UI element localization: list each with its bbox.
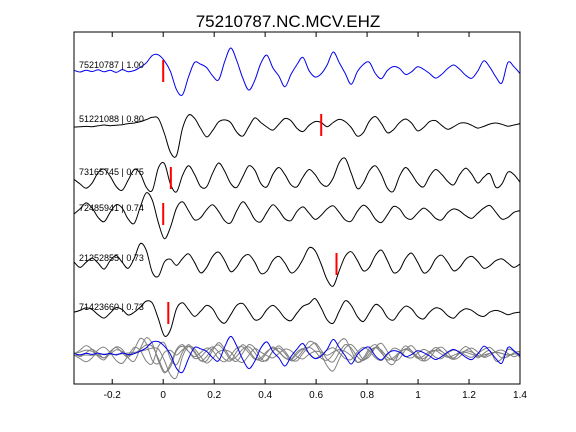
waveform-4	[73, 192, 521, 240]
waveform-1	[73, 47, 521, 96]
x-tick-label: 0	[160, 390, 166, 401]
x-tick-label: 1	[415, 390, 421, 401]
x-tick-label: 0.4	[258, 390, 272, 401]
x-axis: -0.2 0 0.2 0.4 0.6 0.8 1 1.2 1.4	[104, 32, 527, 401]
chart-title: 75210787.NC.MCV.EHZ	[196, 12, 381, 31]
plot-frame	[73, 31, 521, 385]
x-tick-label: 0.8	[360, 390, 374, 401]
waveform-3	[73, 157, 521, 193]
stack-waveform-5	[73, 337, 521, 372]
trace-label-1: 75210787 | 1.00	[79, 60, 144, 70]
trace-label-2: 51221088 | 0.80	[79, 114, 144, 124]
trace-labels: 75210787 | 1.00 51221088 | 0.80 73165745 |…	[79, 60, 144, 312]
x-tick-label: -0.2	[104, 390, 122, 401]
stack-waveform-3	[73, 338, 521, 366]
trace-label-6: 71423660 | 0.73	[79, 302, 144, 312]
traces-layer	[73, 47, 521, 337]
overlay-stack	[73, 335, 521, 380]
x-tick-label: 0.6	[309, 390, 323, 401]
waveform-5	[73, 242, 521, 287]
x-tick-label: 1.4	[513, 390, 527, 401]
waveform-6	[73, 298, 521, 337]
waveform-2	[73, 114, 521, 158]
x-tick-label: 1.2	[462, 390, 476, 401]
stack-waveform-1	[73, 335, 521, 374]
stack-waveform-2	[73, 345, 521, 380]
trace-label-5: 21252855 | 0.73	[79, 253, 144, 263]
trace-label-3: 73165745 | 0.75	[79, 167, 144, 177]
trace-label-4: 72485941 | 0.74	[79, 203, 144, 213]
x-tick-label: 0.2	[207, 390, 221, 401]
